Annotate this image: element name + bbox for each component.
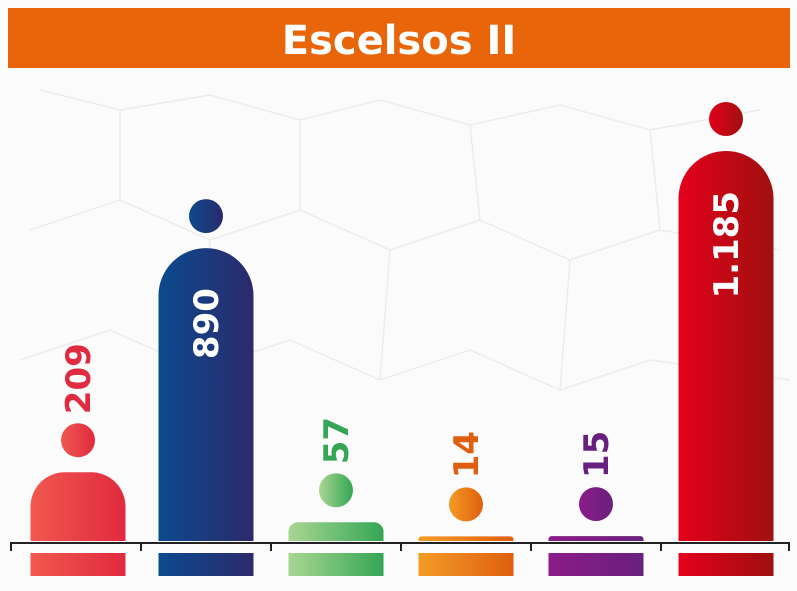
value-label: 14 [447, 431, 487, 478]
value-label: 209 [59, 343, 99, 414]
value-label: 890 [187, 288, 227, 359]
legend-swatch [158, 553, 254, 576]
value-label: 57 [317, 417, 357, 464]
value-label: 15 [577, 431, 617, 478]
separators [10, 543, 790, 551]
bar [418, 536, 514, 541]
marker-head [319, 473, 353, 508]
marker-head [709, 102, 743, 136]
marker-head [61, 423, 95, 458]
marker-head [189, 199, 223, 234]
bar [288, 522, 384, 541]
title-bar [8, 8, 790, 68]
marker-head [449, 487, 483, 522]
bar [678, 151, 774, 541]
legend-swatch [548, 553, 644, 576]
background-pattern [19, 89, 791, 391]
bar [548, 536, 644, 541]
bar [30, 472, 126, 541]
chart-title: Escelsos II [282, 18, 516, 64]
bar [158, 248, 254, 541]
value-label: 1.185 [707, 191, 747, 299]
legend-swatch [678, 553, 774, 576]
legend-swatch [288, 553, 384, 576]
legend-swatch [30, 553, 126, 576]
marker-head [579, 487, 613, 522]
legend-swatch [418, 553, 514, 576]
